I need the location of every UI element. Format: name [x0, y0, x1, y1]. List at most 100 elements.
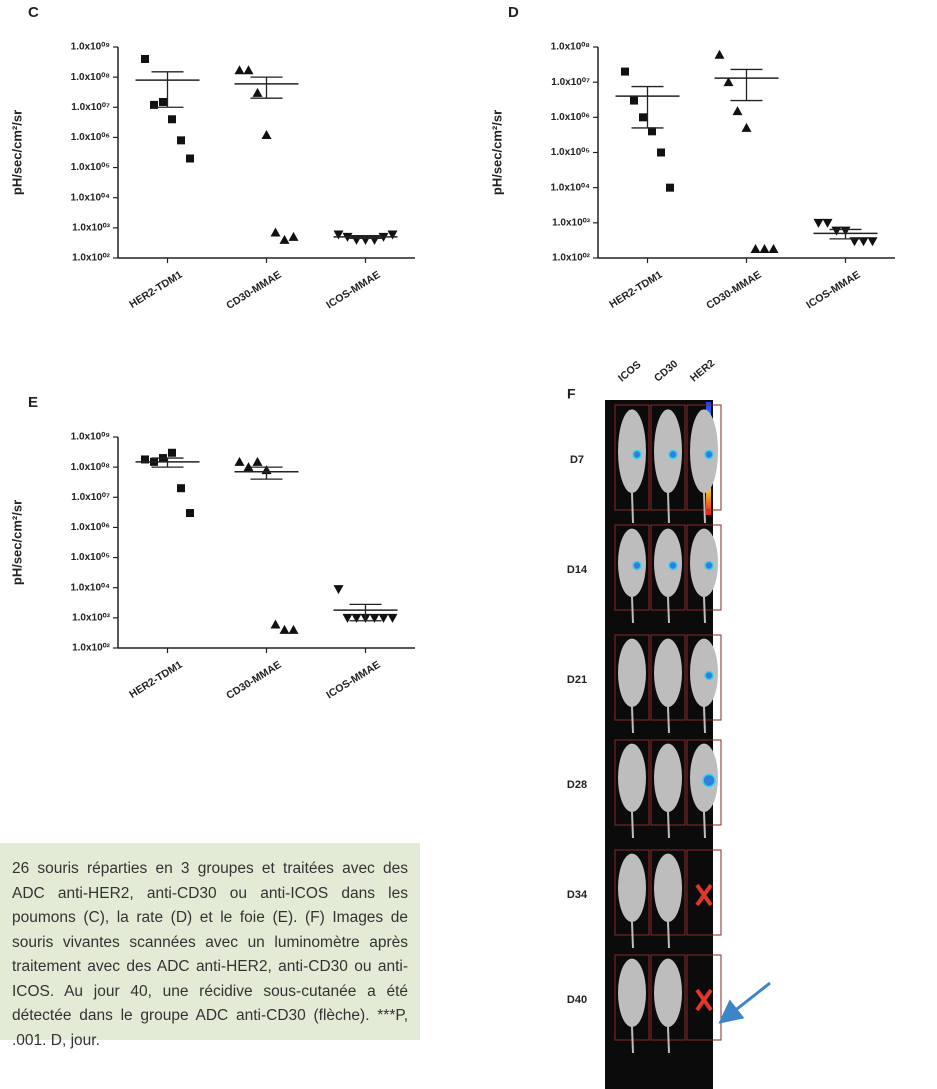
point [177, 136, 185, 144]
point [823, 219, 833, 228]
point [621, 68, 629, 76]
mouse-body [618, 409, 646, 493]
column-label: CD30 [652, 360, 680, 384]
mouse-body [618, 744, 646, 812]
point [352, 614, 362, 623]
point [630, 97, 638, 105]
mouse-body [618, 854, 646, 922]
point [289, 625, 299, 634]
point [666, 184, 674, 192]
mouse-tail [632, 922, 633, 948]
mouse-tail [632, 493, 633, 523]
point [280, 235, 290, 244]
point [657, 149, 665, 157]
point [244, 65, 254, 74]
mouse-body [654, 744, 682, 812]
row-label: D28 [567, 779, 587, 791]
x-tick-label: ICOS-MMAE [324, 659, 382, 702]
point [334, 585, 344, 594]
panel-label: D [508, 4, 519, 21]
mouse-tail [668, 812, 669, 838]
y-tick-label: 1.0x10⁰⁴ [70, 192, 110, 203]
chart-c: CpH/sec/cm²/sr 1.0x10⁰² 1.0x10⁰³ 1.0x10⁰⁴ 1.… [0, 0, 470, 335]
point [168, 449, 176, 457]
point [262, 130, 272, 139]
point [235, 65, 245, 74]
y-tick-label: 1.0x10⁰² [72, 253, 111, 264]
x-tick-label: ICOS-MMAE [324, 269, 382, 312]
y-axis-label: pH/sec/cm²/sr [9, 110, 24, 195]
y-tick-label: 1.0x10⁰⁷ [71, 102, 110, 113]
mouse-tail [704, 493, 705, 523]
point [370, 614, 380, 623]
mouse-tail [668, 1027, 669, 1053]
row-label: D7 [570, 454, 584, 466]
x-tick-label: CD30-MMAE [224, 659, 283, 702]
signal [705, 451, 713, 459]
signal [705, 562, 713, 570]
chart-e: EpH/sec/cm²/sr1.0x10⁰²1.0x10⁰³1.0x10⁰⁴1.… [0, 390, 470, 725]
point [334, 231, 344, 240]
y-tick-label: 1.0x10⁰² [72, 643, 111, 654]
y-tick-label: 1.0x10⁰⁵ [551, 147, 591, 158]
point [141, 55, 149, 63]
mouse-body [618, 639, 646, 707]
mouse-tail [632, 812, 633, 838]
page: {"chart_data": [ {"type": "dot", "title"… [0, 0, 937, 1089]
chart-d: DpH/sec/cm²/sr1.0x10⁰²1.0x10⁰³1.0x10⁰⁴1.… [480, 0, 920, 335]
point [271, 620, 281, 629]
point [235, 457, 245, 466]
y-tick-label: 1.0x10⁰⁴ [550, 182, 590, 193]
point [733, 106, 743, 115]
point [715, 50, 725, 59]
arrow [723, 983, 770, 1020]
point [186, 509, 194, 517]
mouse-body [654, 529, 682, 597]
row-label: D21 [567, 674, 587, 686]
y-tick-label: 1.0x10⁰⁹ [71, 42, 111, 53]
point [742, 123, 752, 132]
caption: 26 souris réparties en 3 groupes et trai… [0, 843, 420, 1040]
point [832, 227, 842, 236]
point [289, 232, 299, 241]
y-tick-label: 1.0x10⁰⁶ [71, 132, 110, 143]
y-tick-label: 1.0x10⁰⁸ [71, 72, 111, 83]
mouse-tail [668, 922, 669, 948]
y-tick-label: 1.0x10⁰³ [72, 222, 111, 233]
row-label: D40 [567, 994, 587, 1006]
point [379, 614, 389, 623]
panel-label: E [28, 394, 38, 411]
mouse-tail [668, 493, 669, 523]
panel-label: C [28, 4, 39, 21]
x-tick-label: CD30-MMAE [704, 269, 763, 312]
y-tick-label: 1.0x10⁰⁷ [71, 492, 110, 503]
point [177, 484, 185, 492]
point [343, 614, 353, 623]
point [168, 115, 176, 123]
point [814, 219, 824, 228]
y-tick-label: 1.0x10⁰⁸ [71, 462, 111, 473]
signal [633, 451, 641, 459]
y-tick-label: 1.0x10⁰⁵ [71, 552, 111, 563]
point [388, 614, 398, 623]
body: CpH/sec/cm²/sr 1.0x10⁰² 1.0x10⁰³ 1.0x10⁰⁴ 1.… [0, 0, 937, 1089]
x-tick-label: ICOS-MMAE [804, 269, 862, 312]
signal [633, 562, 641, 570]
mouse-tail [632, 707, 633, 733]
y-tick-label: 1.0x10⁰⁹ [71, 432, 111, 443]
point [253, 457, 263, 466]
point [868, 237, 878, 246]
mouse-tail [704, 812, 705, 838]
signal [669, 451, 677, 459]
mouse-body [654, 854, 682, 922]
signal [705, 672, 713, 680]
column-label: ICOS [616, 360, 643, 384]
mouse-tail [632, 1027, 633, 1053]
signal [703, 775, 715, 787]
y-tick-label: 1.0x10⁰⁶ [551, 112, 590, 123]
point [271, 228, 281, 237]
point [760, 244, 770, 253]
y-axis-label: pH/sec/cm²/sr [489, 110, 504, 195]
point [769, 244, 779, 253]
